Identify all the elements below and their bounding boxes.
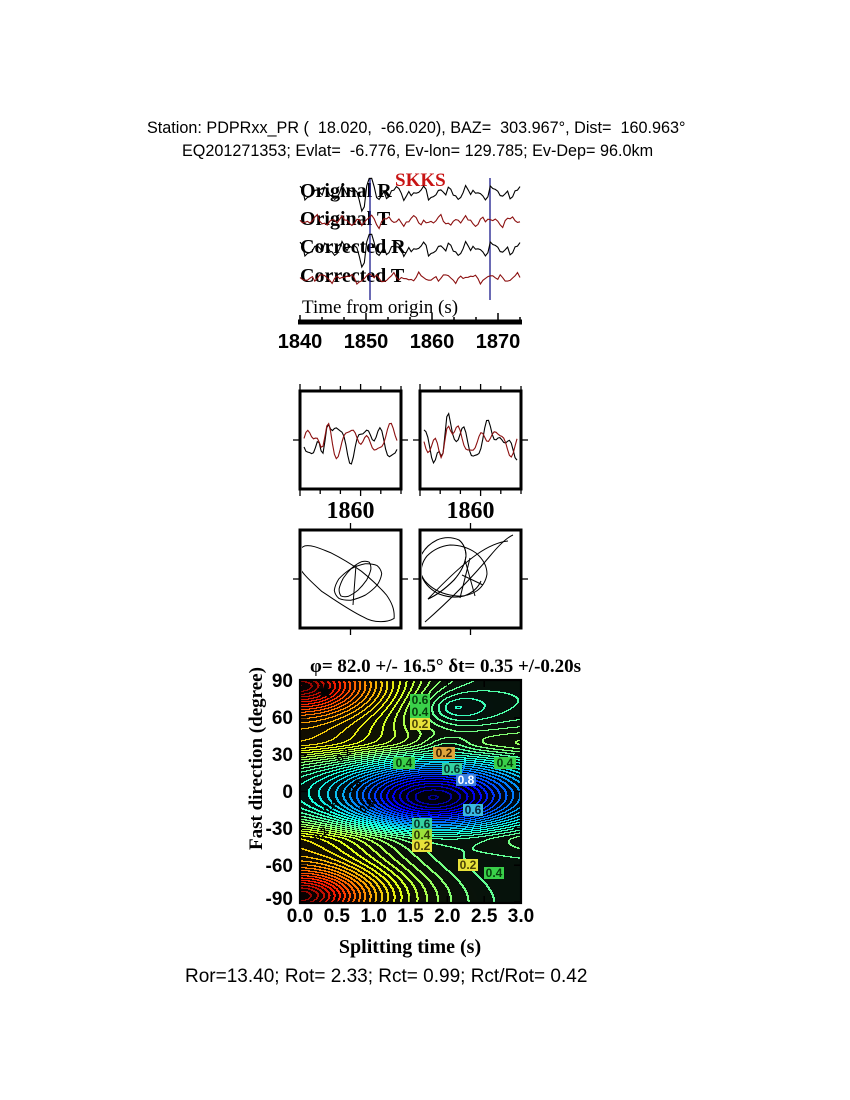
svg-text:0.2: 0.2 [414,839,431,853]
svg-text:0.0: 0.0 [287,906,313,927]
svg-text:0.4: 0.4 [497,756,514,770]
svg-text:0.2: 0.2 [311,825,330,844]
svg-text:-60: -60 [266,856,293,877]
svg-text:0.6: 0.6 [465,803,482,817]
svg-text:2.0: 2.0 [434,906,460,927]
svg-text:Splitting time (s): Splitting time (s) [339,936,481,958]
svg-text:0.4: 0.4 [396,756,413,770]
svg-text:-30: -30 [266,819,293,840]
svg-text:3.0: 3.0 [508,906,534,927]
svg-text:0.2: 0.2 [436,746,453,760]
svg-text:1.0: 1.0 [360,906,386,927]
svg-text:2.5: 2.5 [471,906,498,927]
svg-text:φ= 82.0 +/- 16.5° δt= 0.35 +/-: φ= 82.0 +/- 16.5° δt= 0.35 +/-0.20s [310,656,581,677]
svg-text:0: 0 [282,782,293,803]
svg-text:Ror=13.40; Rot= 2.33; Rct= 0.9: Ror=13.40; Rot= 2.33; Rct= 0.99; Rct/Rot… [185,966,587,987]
svg-text:60: 60 [272,708,293,729]
svg-text:Fast direction (degree): Fast direction (degree) [246,667,267,850]
svg-text:0.2: 0.2 [460,858,477,872]
svg-text:0.2: 0.2 [412,717,429,731]
svg-text:1.5: 1.5 [397,906,424,927]
svg-text:0.2: 0.2 [334,746,353,765]
svg-text:★: ★ [315,678,336,704]
svg-text:0.6: 0.6 [345,777,364,796]
svg-text:0.4: 0.4 [321,797,341,817]
svg-text:0.8: 0.8 [458,773,475,787]
svg-text:30: 30 [272,745,293,766]
svg-text:0.4: 0.4 [486,866,503,880]
svg-text:0.5: 0.5 [324,906,351,927]
svg-text:90: 90 [272,671,293,692]
svg-text:0.8: 0.8 [357,797,376,816]
